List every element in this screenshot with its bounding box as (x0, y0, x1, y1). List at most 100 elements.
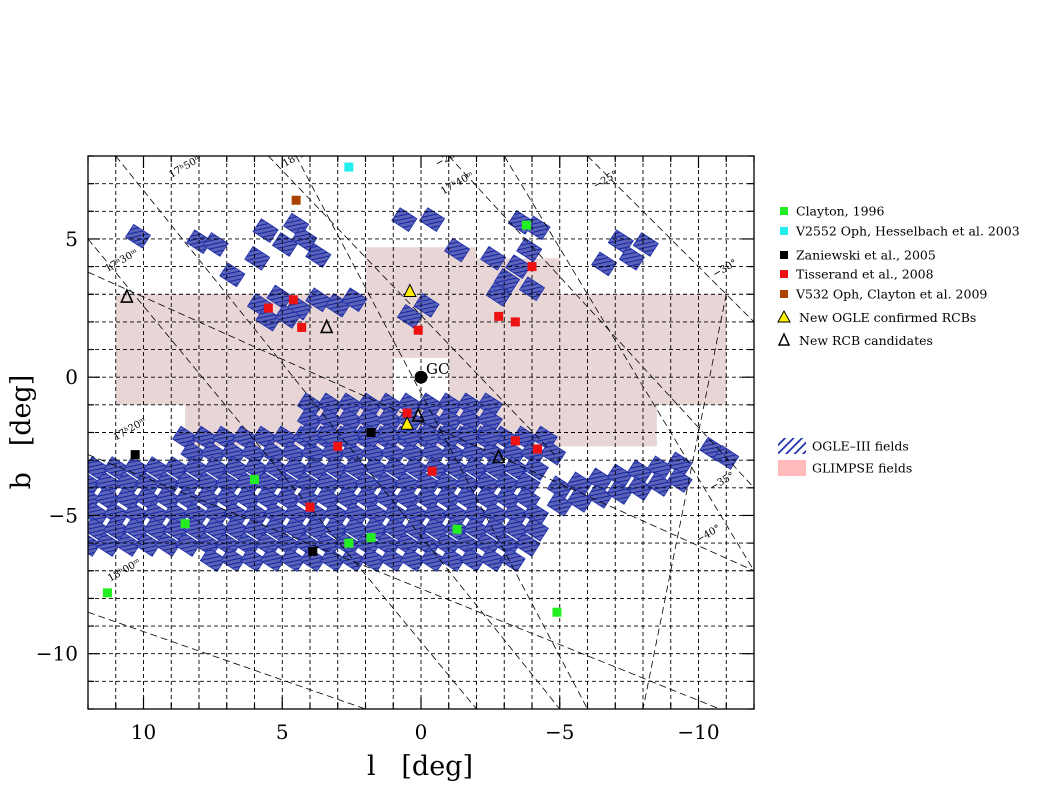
data-point (510, 317, 520, 327)
data-point (413, 325, 423, 335)
ogle-field (220, 440, 247, 466)
data-point (552, 607, 562, 617)
data-point (333, 441, 343, 451)
ogle-field (493, 268, 521, 293)
ogle-fields (88, 207, 740, 573)
ogle-field (420, 440, 447, 466)
ogle-field (174, 532, 201, 557)
ogle-field (359, 547, 386, 573)
legend-label: New OGLE confirmed RCBs (799, 310, 976, 325)
legend-swatch (780, 227, 788, 235)
ogle-field (339, 547, 366, 573)
ogle-field (219, 547, 246, 573)
ogle-field (480, 440, 507, 466)
ogle-field (200, 440, 227, 466)
legend-label: Tisserand et al., 2008 (796, 267, 934, 282)
ogle-field (300, 440, 327, 466)
ogle-field (252, 218, 279, 244)
axis-ticks (87, 155, 755, 710)
ogle-field (314, 532, 341, 557)
ogle-field (626, 476, 653, 501)
ogle-field (114, 532, 142, 557)
ogle-field (360, 440, 387, 466)
galactic-center-marker: GC (414, 360, 449, 384)
equatorial-line (88, 611, 366, 709)
data-point (344, 538, 354, 548)
ogle-field (436, 422, 463, 448)
ogle-field (336, 422, 364, 448)
legend-label: Zaniewski et al., 2005 (796, 248, 936, 263)
ogle-field (296, 422, 324, 448)
legend-swatch (780, 290, 788, 298)
x-tick-label: 10 (131, 720, 156, 744)
ogle-field (439, 547, 466, 573)
data-point (411, 406, 425, 422)
ogle-field (266, 284, 293, 310)
ogle-field (514, 532, 541, 557)
x-tick-label: −10 (677, 720, 719, 744)
ogle-field (180, 440, 207, 466)
ogle-field (239, 547, 266, 573)
x-tick-label: −5 (545, 720, 574, 744)
ogle-field (459, 547, 486, 573)
data-point (400, 416, 414, 430)
ogle-field (291, 226, 318, 252)
gc-label: GC (426, 360, 449, 378)
ogle-field (376, 422, 403, 448)
legend-label: V2552 Oph, Hesselbach et al. 2003 (795, 224, 1020, 239)
ogle-field (546, 492, 573, 517)
data-point (130, 450, 140, 460)
data-point (402, 408, 412, 418)
legend-swatch (777, 332, 791, 346)
x-tick-label: 5 (276, 720, 289, 744)
x-axis-title: l [deg] (367, 751, 473, 782)
data-point (120, 288, 134, 303)
ogle-field (499, 547, 526, 573)
x-tick-label: 0 (415, 720, 428, 744)
ogle-field (591, 251, 618, 277)
ogle-field (485, 281, 512, 307)
ogle-field (586, 484, 613, 509)
ogle-field (240, 440, 267, 466)
ogle-field (416, 422, 443, 448)
data-point (510, 436, 520, 446)
ogle-field (413, 292, 440, 318)
ogle-field (259, 547, 286, 573)
data-point (527, 262, 537, 272)
ogle-field (479, 547, 506, 573)
ogle-field (124, 223, 152, 249)
ogle-field (280, 440, 307, 466)
y-axis-title: b [deg] (6, 375, 37, 490)
ogle-field (474, 532, 501, 557)
legend-label: GLIMPSE fields (812, 461, 912, 476)
ogle-field (199, 547, 226, 573)
data-point (305, 502, 315, 512)
ogle-field (400, 440, 427, 466)
y-tick-label: −5 (49, 503, 78, 527)
ogle-field (391, 207, 418, 232)
ogle-field (219, 262, 246, 288)
legend-label: Clayton, 1996 (796, 204, 884, 219)
ogle-field (260, 440, 287, 466)
equatorial-line (115, 156, 561, 709)
ogle-field (319, 547, 346, 573)
data-point (288, 295, 298, 305)
equatorial-line (295, 156, 588, 709)
legend-label: New RCB candidates (799, 333, 933, 348)
tick-labels: 10 5 0 −5 −10 5 0 −5 −10 (36, 227, 720, 744)
equatorial-line (88, 454, 721, 709)
ogle-field (618, 245, 645, 271)
data-point (344, 162, 354, 172)
ogle-field (394, 532, 421, 557)
ogle-field (274, 532, 301, 557)
data-point (102, 588, 112, 598)
ogle-field (419, 207, 446, 232)
ogle-field (379, 547, 406, 573)
ogle-field (374, 532, 401, 557)
ogle-field (94, 532, 122, 557)
data-points (102, 162, 562, 617)
legend-swatch (778, 460, 806, 476)
data-point (291, 195, 301, 205)
y-tick-label: −10 (36, 642, 78, 666)
